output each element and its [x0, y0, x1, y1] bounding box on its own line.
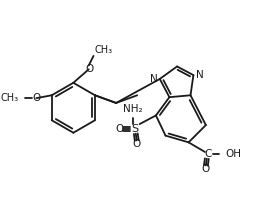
- Text: NH₂: NH₂: [123, 103, 143, 113]
- Text: O: O: [132, 139, 141, 149]
- Text: O: O: [86, 64, 94, 74]
- Text: N: N: [150, 74, 158, 84]
- Text: C: C: [204, 149, 211, 159]
- Text: O: O: [32, 93, 41, 103]
- Text: O: O: [202, 164, 210, 174]
- Text: CH₃: CH₃: [94, 45, 113, 55]
- Text: N: N: [196, 70, 204, 80]
- Text: CH₃: CH₃: [1, 93, 19, 103]
- Text: O: O: [115, 124, 124, 134]
- Text: OH: OH: [225, 149, 241, 159]
- Text: S: S: [131, 124, 138, 134]
